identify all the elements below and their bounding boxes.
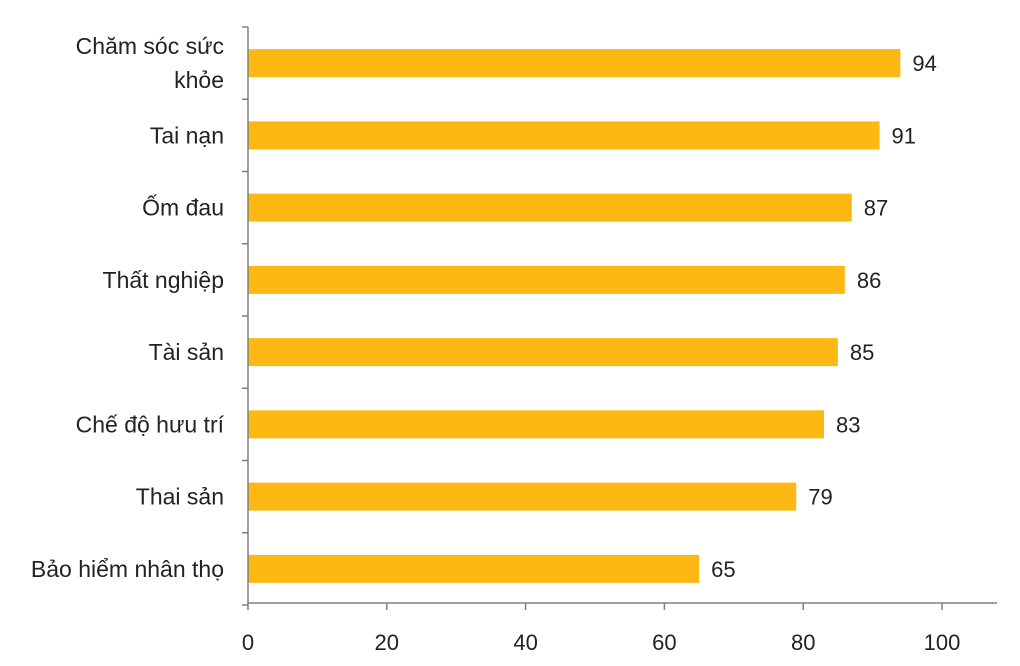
category-label-5: Chế độ hưu trí	[76, 411, 225, 437]
category-label-0-line-0: Chăm sóc sức	[76, 33, 224, 59]
category-label-6: Thai sản	[136, 484, 224, 510]
data-labels-group: 94 91 87 86 85 83 79 65	[711, 51, 937, 582]
bar-2	[248, 193, 852, 222]
data-label-5: 83	[836, 412, 860, 437]
data-label-1: 91	[892, 123, 916, 148]
bar-6	[248, 482, 797, 511]
data-label-6: 79	[808, 485, 832, 510]
x-tick-label-5: 100	[924, 630, 961, 655]
bar-1	[248, 121, 880, 150]
axes-group: 0 20 40 60 80 100	[242, 26, 997, 655]
bar-0	[248, 49, 901, 78]
x-tick-label-4: 80	[791, 630, 815, 655]
category-labels-group: Chăm sóc sức khỏe Tai nạn Ốm đau Thất nghiệp…	[31, 33, 225, 582]
category-label-4: Tài sản	[149, 339, 224, 365]
category-label-2: Ốm đau	[142, 194, 224, 221]
data-label-2: 87	[864, 196, 888, 221]
category-label-0-line-1: khỏe	[174, 67, 224, 93]
data-label-0: 94	[912, 51, 936, 76]
data-label-4: 85	[850, 340, 874, 365]
category-label-3: Thất nghiệp	[103, 267, 224, 293]
bar-5	[248, 410, 825, 439]
category-label-1: Tai nạn	[150, 122, 224, 148]
data-label-3: 86	[857, 268, 881, 293]
x-tick-label-0: 0	[242, 630, 254, 655]
bar-7	[248, 554, 700, 583]
category-label-7: Bảo hiểm nhân thọ	[31, 556, 224, 582]
data-label-7: 65	[711, 557, 735, 582]
x-tick-label-2: 40	[513, 630, 537, 655]
bars-group	[248, 49, 901, 583]
bar-3	[248, 265, 845, 294]
x-tick-label-3: 60	[652, 630, 676, 655]
bar-4	[248, 338, 838, 367]
x-tick-label-1: 20	[375, 630, 399, 655]
